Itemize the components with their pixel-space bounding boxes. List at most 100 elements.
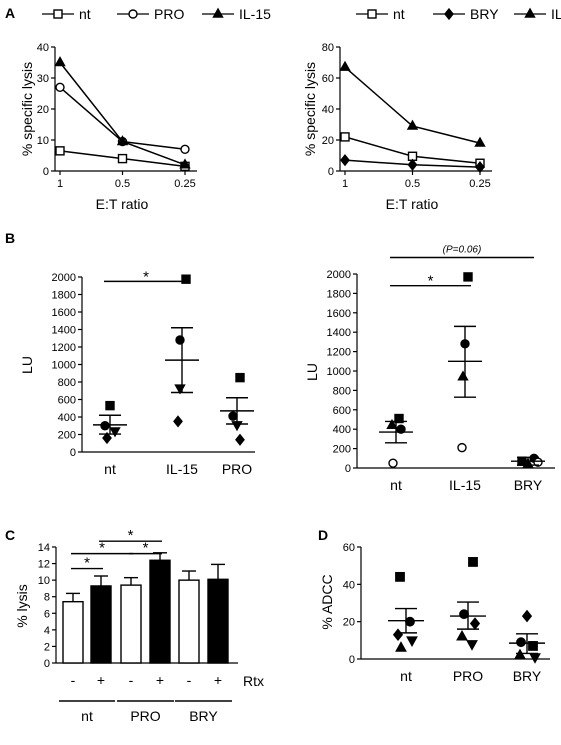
chart-c-bar-bry-minus [178,579,200,664]
chart-d-data-point [395,641,407,652]
panel-letter-a: A [5,5,15,21]
chart-a-right-series-line-il-15 [344,66,481,144]
chart-d-y-tick-label: 0 [349,654,355,666]
chart-b-left-y-tick-label: 600 [58,395,76,407]
chart-c-significance-label: * [143,540,149,557]
chart-a-left-legend-marker [128,9,138,19]
chart-d-data-point [405,616,415,627]
chart-d-category-label: PRO [453,668,483,684]
chart-b-left-category-label: nt [104,461,116,477]
chart-d-data-point [468,557,478,567]
chart-b-left-y-tick-label: 1000 [52,360,76,372]
chart-a-right-point-il-15 [339,60,351,71]
chart-d-y-tick-label: 40 [343,579,355,591]
chart-d-data-point [521,609,533,623]
chart-c-bar-pro-minus [120,584,142,664]
chart-c-significance-label: * [128,527,134,544]
chart-d-data-point [528,641,538,651]
chart-a-right-point-il-15 [474,136,486,147]
chart-d-y-tick-label: 60 [343,542,355,554]
chart-b-right-y-tick-label: 800 [333,385,351,397]
chart-a-right-x-axis-label: E:T ratio [386,196,439,212]
chart-c-y-tick-label: 10 [38,575,50,587]
chart-a-right-point-bry [340,154,350,167]
chart-a-right-x-tick-label: 0.25 [469,178,490,190]
chart-c-significance-label: * [84,555,90,572]
chart-a-right-legend-label: IL-15 [551,6,561,22]
chart-a-right-y-axis-label: % specific lysis [302,62,318,156]
chart-d-data-point [466,640,478,651]
chart-b-left-data-point [173,415,183,428]
chart-a-left-legend-label: nt [79,6,91,22]
chart-a-left-legend-label: PRO [154,6,184,22]
chart-d-data-point [529,653,541,664]
chart-a-left-y-tick-label: 40 [37,42,49,54]
chart-a-left-point-nt [117,153,128,164]
chart-a-right-y-tick-label: 60 [322,73,334,85]
chart-b-left-category-label: IL-15 [166,461,198,477]
chart-c-significance-label: * [99,540,105,557]
chart-b-left-data-point [100,421,110,431]
chart-d-data-point [459,609,469,620]
chart-b-left-data-point [105,400,115,411]
chart-a-left-x-tick-label: 1 [57,178,63,190]
chart-a-right-point-bry [407,158,418,171]
chart-d-data-point [456,629,468,641]
chart-c-bar-bry-plus [207,578,229,664]
chart-a-left-y-tick-label: 10 [37,135,49,147]
chart-a-left-legend-marker [53,9,63,19]
chart-b-left-data-point [181,274,191,284]
chart-c-rtx-sign: + [214,672,222,688]
chart-b-left-significance-label: * [143,268,149,285]
panel-letter-d: D [318,527,328,543]
chart-d-y-axis-label: % ADCC [319,574,335,629]
chart-a-right-y-tick-label: 20 [322,135,334,147]
chart-a-right-y-tick-label: 0 [328,166,334,178]
chart-c-rtx-label: Rtx [243,673,264,689]
chart-b-right-y-tick-label: 2000 [327,269,351,281]
chart-d-data-point [516,637,526,648]
chart-a-left-point-il-15 [116,135,129,146]
chart-d-category-label: BRY [513,668,542,684]
chart-b-left-y-tick-label: 800 [58,377,76,389]
chart-b-left-y-tick-label: 1800 [52,290,76,302]
chart-a-left-y-tick-label: 0 [43,166,49,178]
chart-c-bar-nt-minus [62,600,84,664]
chart-a-right-point-bry [475,161,485,174]
chart-b-right-y-tick-label: 400 [333,424,351,436]
chart-b-right-y-axis-label: LU [304,363,320,381]
chart-c-group-label: PRO [130,708,160,724]
chart-b-right-category-label: BRY [514,477,543,493]
chart-a-left-x-axis-label: E:T ratio [96,196,149,212]
chart-a-left-y-axis-label: % specific lysis [19,62,35,156]
chart-d-y-tick-label: 20 [343,617,355,629]
chart-a-left-y-tick-label: 20 [37,104,49,116]
chart-a-right-point-il-15 [406,119,419,130]
chart-b-right-data-point [394,413,404,424]
chart-a-left-point-il-15 [179,158,191,169]
chart-b-right-y-tick-label: 600 [333,405,351,417]
chart-b-left-data-point [235,372,245,383]
chart-b-right-y-tick-label: 200 [333,444,351,456]
chart-c-y-tick-label: 8 [44,592,50,604]
chart-b-left-data-point [175,335,185,345]
chart-a-left-point-il-15 [54,56,66,67]
chart-b-left-data-point [235,433,245,446]
chart-d-data-point [395,571,405,582]
chart-b-right-category-label: IL-15 [449,477,481,493]
chart-b-left-y-axis-label: LU [19,356,35,374]
chart-c-rtx-sign: + [97,672,105,688]
chart-c-group-label: nt [81,708,93,724]
chart-c-y-tick-label: 12 [38,559,50,571]
chart-a-left-legend-label: IL-15 [239,6,271,22]
chart-c-rtx-sign: + [156,672,164,688]
chart-a-right-y-tick-label: 40 [322,104,334,116]
chart-c-y-tick-label: 6 [44,608,50,620]
chart-c-rtx-sign: - [71,672,76,688]
chart-a-left-legend-marker [212,7,224,18]
chart-d-category-label: nt [400,668,412,684]
chart-b-left-data-point [109,427,121,438]
chart-c-y-tick-label: 2 [44,641,50,653]
